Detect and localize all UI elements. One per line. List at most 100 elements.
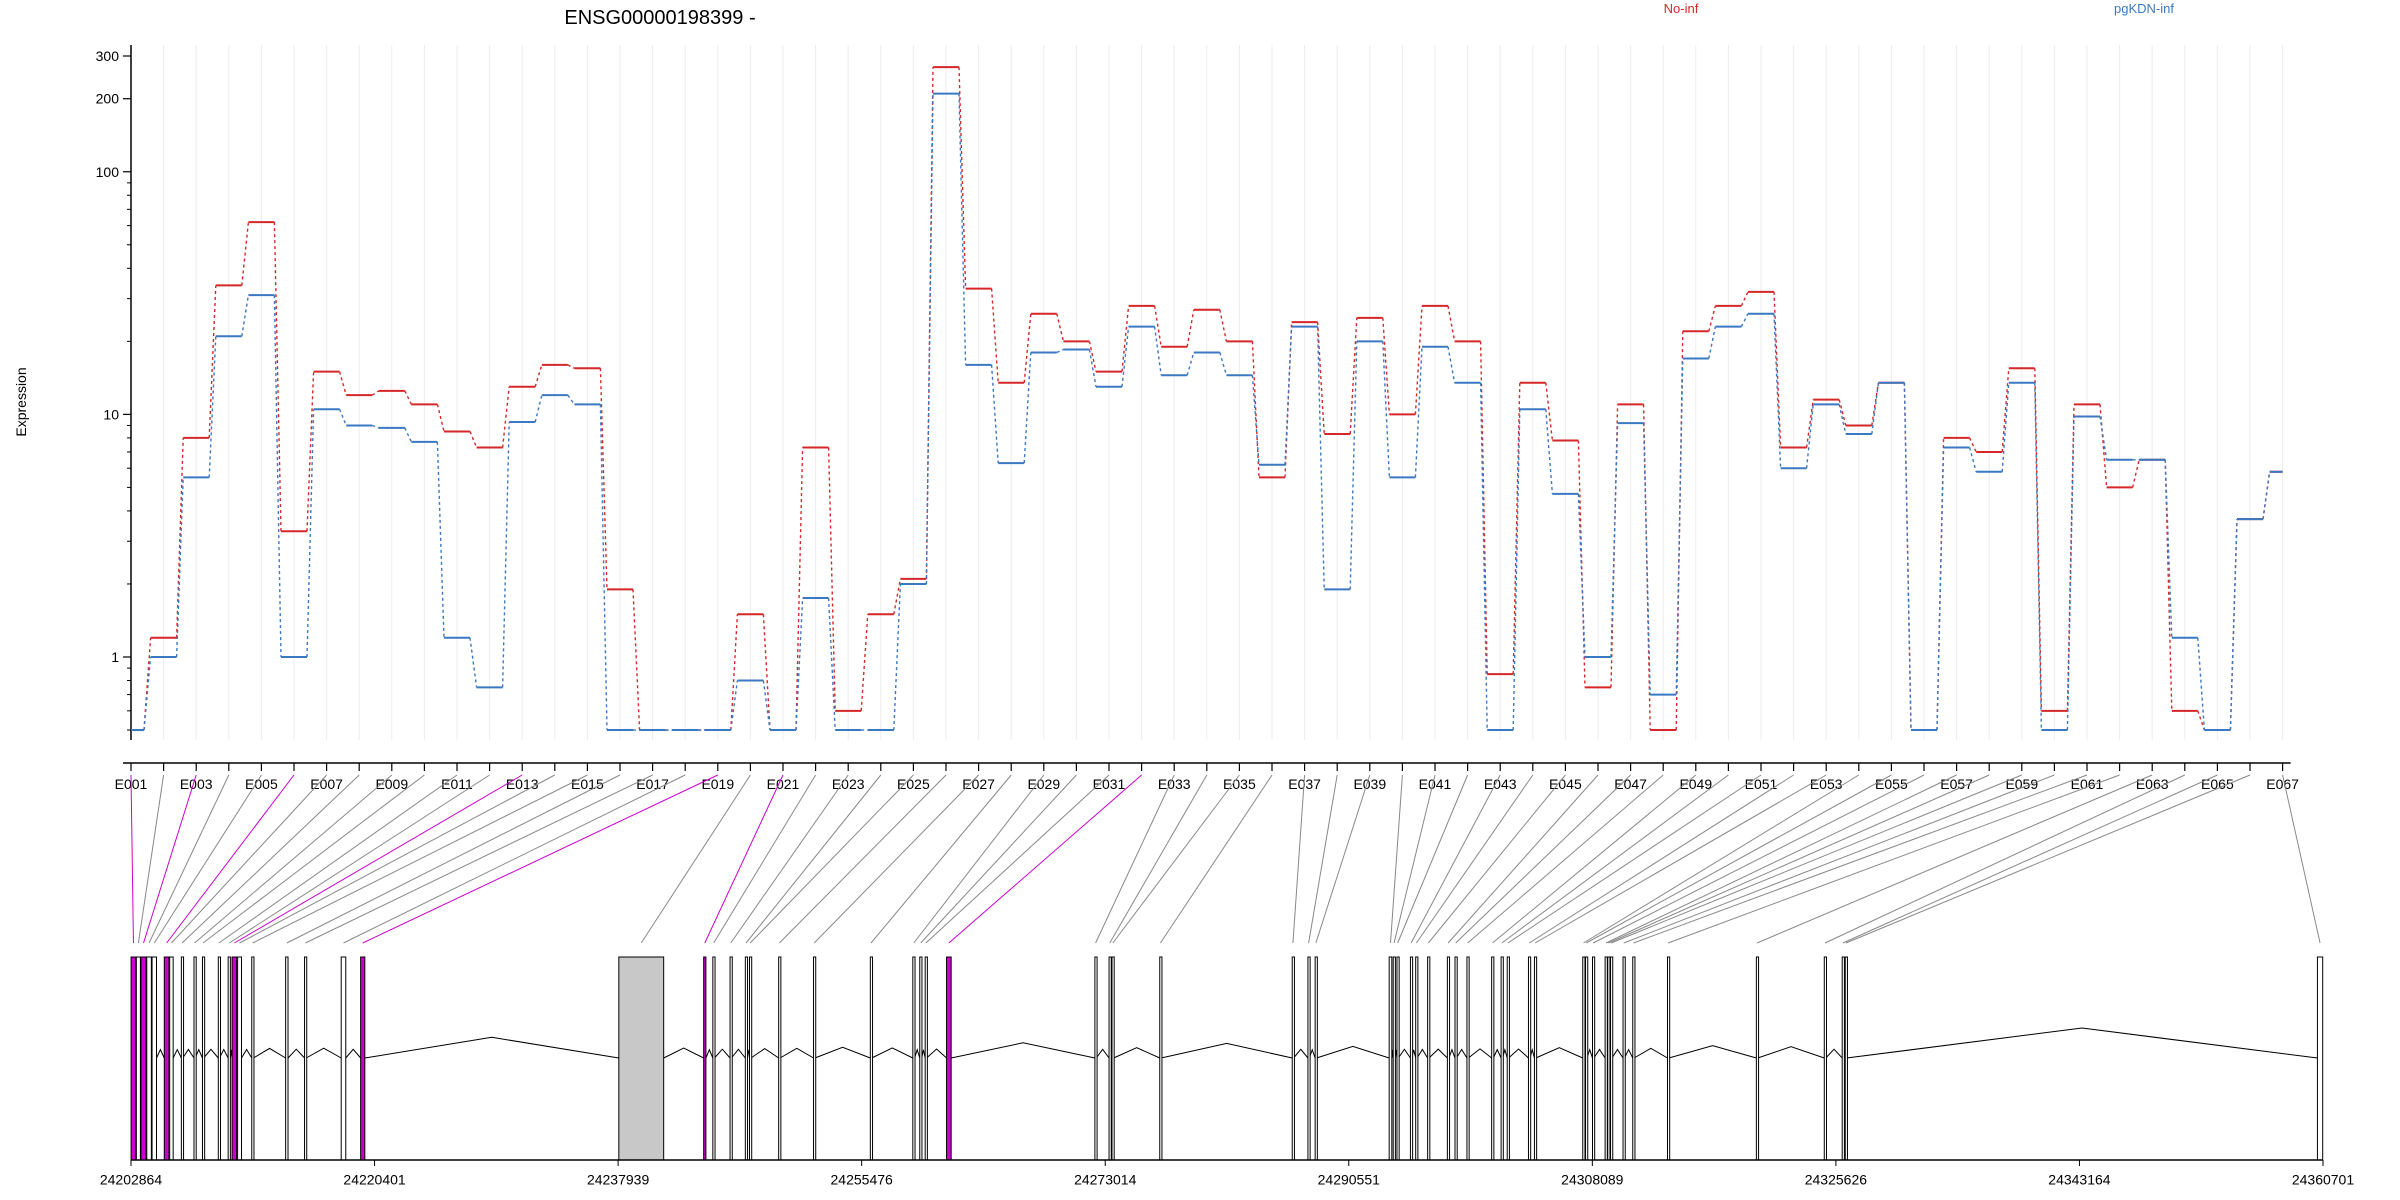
exon-box-E049 bbox=[1491, 956, 1495, 1161]
connector-E004 bbox=[148, 774, 230, 944]
connector-E028 bbox=[870, 774, 1012, 944]
intron-line bbox=[345, 1048, 362, 1059]
transition-pgkdn-inf bbox=[1968, 447, 1977, 472]
transition-pgkdn-inf bbox=[1186, 352, 1195, 376]
transition-pgkdn-inf bbox=[1545, 409, 1554, 494]
transition-pgkdn-inf bbox=[469, 637, 478, 688]
transition-pgkdn-inf bbox=[599, 404, 608, 731]
transition-no-inf bbox=[795, 447, 804, 731]
intron-line bbox=[287, 1048, 305, 1059]
intron-line bbox=[1316, 1045, 1390, 1059]
transition-no-inf bbox=[175, 437, 184, 638]
transition-pgkdn-inf bbox=[1610, 423, 1619, 658]
intron-line bbox=[1611, 1048, 1624, 1059]
intron-line bbox=[1113, 1047, 1160, 1059]
genomic-tick-label: 24255476 bbox=[831, 1171, 894, 1187]
genomic-tick-label: 24325626 bbox=[1805, 1171, 1868, 1187]
exon-box-E057 bbox=[1604, 956, 1608, 1161]
exon-box-E007 bbox=[169, 956, 174, 1161]
x-tick-label: E005 bbox=[245, 776, 278, 792]
connector-E059 bbox=[1611, 774, 2022, 944]
transition-no-inf bbox=[436, 404, 445, 432]
intron-line bbox=[1397, 1048, 1411, 1059]
transition-no-inf bbox=[632, 589, 641, 731]
intron-line bbox=[1825, 1048, 1843, 1059]
connector-E039 bbox=[1315, 774, 1371, 944]
x-tick-label: E055 bbox=[1875, 776, 1908, 792]
connector-E018 bbox=[343, 774, 686, 944]
intron-line bbox=[1633, 1047, 1668, 1059]
connector-E064 bbox=[1824, 774, 2186, 944]
x-tick-label: E015 bbox=[571, 776, 604, 792]
exon-box-E039 bbox=[1314, 956, 1318, 1161]
transition-pgkdn-inf bbox=[795, 597, 804, 731]
intron-line bbox=[705, 1048, 714, 1059]
exon-box-E003 bbox=[140, 956, 147, 1161]
transition-no-inf bbox=[1740, 291, 1749, 307]
transition-no-inf bbox=[1968, 437, 1977, 453]
x-tick-label: E013 bbox=[506, 776, 539, 792]
transition-pgkdn-inf bbox=[1740, 313, 1749, 327]
x-tick-label: E023 bbox=[832, 776, 865, 792]
transition-pgkdn-inf bbox=[1936, 447, 1945, 731]
genomic-tick-label: 24343164 bbox=[2048, 1171, 2111, 1187]
connector-E053 bbox=[1534, 774, 1827, 944]
transition-pgkdn-inf bbox=[958, 93, 967, 365]
y-tick-label: 300 bbox=[96, 48, 120, 64]
exon-box-E064 bbox=[1823, 956, 1827, 1161]
transition-pgkdn-inf bbox=[1773, 313, 1782, 469]
intron-line bbox=[663, 1047, 704, 1059]
transition-pgkdn-inf bbox=[2099, 416, 2108, 460]
intron-line bbox=[1468, 1048, 1492, 1059]
transition-pgkdn-inf bbox=[1284, 326, 1293, 465]
exon-box-E066 bbox=[1844, 956, 1848, 1161]
x-tick-label: E007 bbox=[310, 776, 343, 792]
transition-no-inf bbox=[1219, 309, 1228, 342]
transition-pgkdn-inf bbox=[567, 394, 575, 405]
exon-box-E021 bbox=[703, 956, 707, 1161]
exon-box-E052 bbox=[1527, 956, 1532, 1161]
exon-box-E034 bbox=[1108, 956, 1112, 1161]
transition-no-inf bbox=[241, 222, 250, 286]
intron-line bbox=[714, 1048, 731, 1059]
transition-pgkdn-inf bbox=[1805, 404, 1814, 469]
connector-E009 bbox=[194, 774, 393, 944]
intron-line bbox=[182, 1048, 195, 1059]
exon-box-E035 bbox=[1111, 956, 1115, 1161]
connector-E065 bbox=[1842, 774, 2218, 944]
transition-pgkdn-inf bbox=[1219, 352, 1228, 376]
transition-pgkdn-inf bbox=[925, 93, 934, 584]
connector-E057 bbox=[1605, 774, 1957, 944]
connector-E026 bbox=[779, 774, 947, 944]
connector-E037 bbox=[1292, 774, 1306, 944]
transition-no-inf bbox=[893, 578, 902, 615]
exon-connector-lines bbox=[130, 774, 2321, 944]
transition-no-inf bbox=[2099, 404, 2108, 488]
intron-line bbox=[1668, 1045, 1757, 1059]
intron-line bbox=[1846, 1027, 2318, 1059]
connector-E008 bbox=[181, 774, 360, 944]
connector-E058 bbox=[1608, 774, 1990, 944]
transition-no-inf bbox=[1251, 341, 1260, 478]
exon-box-E036 bbox=[1159, 956, 1163, 1161]
transition-pgkdn-inf bbox=[1121, 326, 1130, 387]
exon-box-E006 bbox=[163, 956, 170, 1161]
exon-box-E001 bbox=[130, 956, 137, 1161]
exon-box-E022 bbox=[712, 956, 716, 1161]
genomic-tick-label: 24220401 bbox=[343, 1171, 406, 1187]
connector-E017 bbox=[305, 774, 653, 944]
connector-E011 bbox=[218, 774, 458, 944]
transition-pgkdn-inf bbox=[893, 583, 902, 731]
transition-pgkdn-inf bbox=[1414, 346, 1423, 478]
intron-line bbox=[1492, 1048, 1502, 1059]
connector-E001 bbox=[130, 774, 134, 944]
transition-no-inf bbox=[1349, 317, 1358, 435]
exon-box-E019 bbox=[360, 956, 366, 1161]
transition-no-inf bbox=[730, 614, 739, 731]
exon-box-E025 bbox=[749, 956, 753, 1161]
exon-box-E023 bbox=[729, 956, 733, 1161]
exon-box-E041 bbox=[1392, 956, 1396, 1161]
x-tick-label: E035 bbox=[1223, 776, 1256, 792]
x-tick-label: E067 bbox=[2266, 776, 2299, 792]
intron-line bbox=[305, 1047, 342, 1059]
